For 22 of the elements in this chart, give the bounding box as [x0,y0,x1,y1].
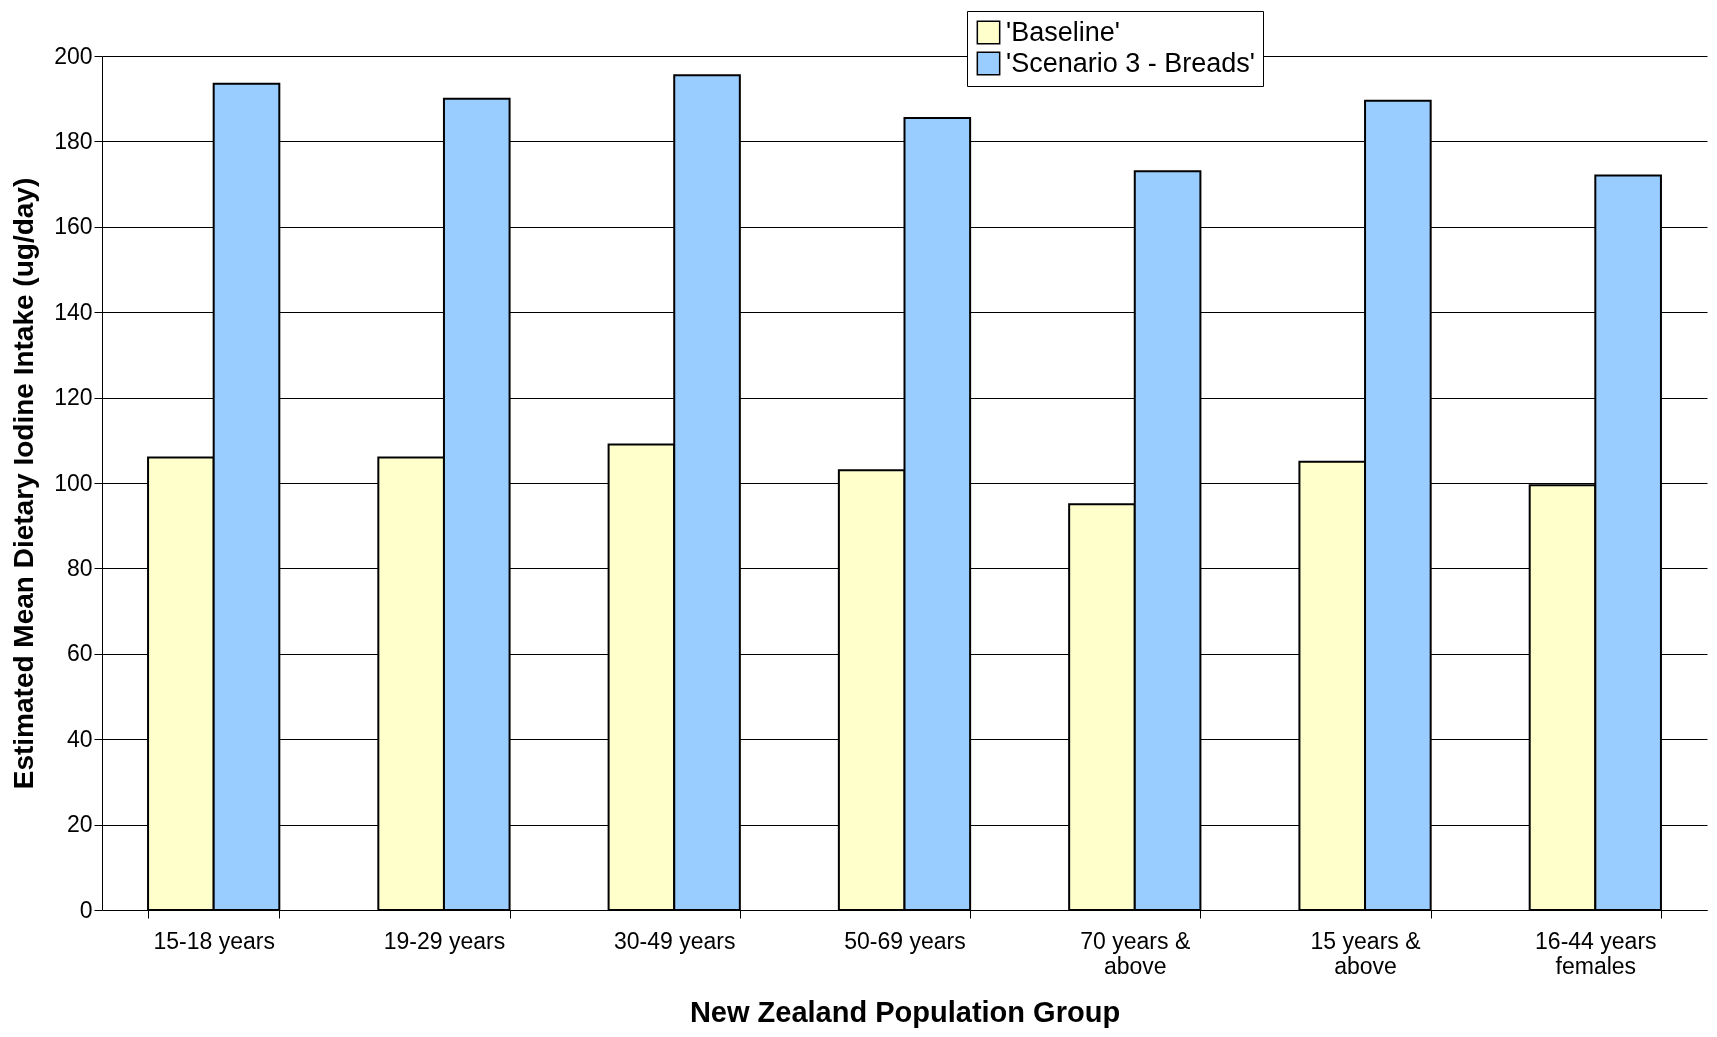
x-tick-label: 15-18 years [153,927,275,954]
y-tick-label: 200 [54,42,93,69]
x-tick-label: 19-29 years [383,927,506,954]
y-tick-label: 100 [54,469,93,496]
x-tick-label: 70 years & above [1080,927,1191,979]
y-tick-label: 140 [54,298,93,325]
y-tick-label: 160 [54,213,93,240]
y-tick-label: 180 [54,127,93,154]
y-axis-title: Estimated Mean Dietary Iodine Intake (ug/day) [8,177,40,790]
y-tick-label: 80 [66,554,93,581]
x-tick-label: 15 years & above [1310,927,1421,979]
y-tick-label: 120 [54,384,93,411]
x-axis-title: New Zealand Population Group [689,995,1121,1028]
x-tick-label: 50-69 years [844,927,966,954]
y-tick-label: 20 [66,811,93,838]
x-tick-label: 16-44 years females [1535,927,1657,979]
y-tick-label: 0 [79,896,93,923]
legend-label: 'Scenario 3 - Breads' [1006,47,1255,78]
x-tick-label: 30-49 years [613,927,736,954]
legend-label: 'Baseline' [1006,16,1120,47]
y-tick-label: 40 [66,725,93,752]
y-tick-label: 60 [66,640,93,667]
